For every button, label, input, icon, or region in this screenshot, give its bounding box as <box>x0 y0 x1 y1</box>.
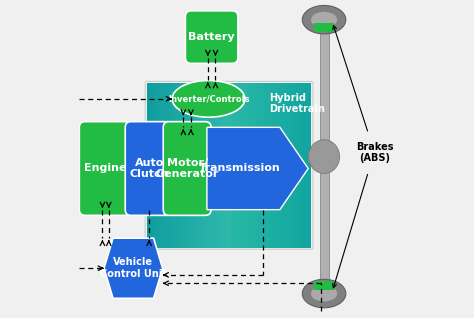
Text: Transmission: Transmission <box>199 163 281 174</box>
Bar <box>196 83 199 248</box>
Bar <box>256 83 259 248</box>
Bar <box>262 83 265 248</box>
Bar <box>259 83 262 248</box>
Bar <box>224 83 227 248</box>
Bar <box>314 23 334 32</box>
Bar <box>149 83 152 248</box>
Bar <box>237 83 240 248</box>
Bar <box>174 83 177 248</box>
Bar <box>166 83 169 248</box>
Bar <box>204 83 207 248</box>
Ellipse shape <box>302 279 346 308</box>
Bar <box>267 83 270 248</box>
Bar <box>182 83 185 248</box>
Bar <box>265 83 267 248</box>
Bar <box>273 83 276 248</box>
FancyBboxPatch shape <box>125 122 173 215</box>
Bar <box>279 83 281 248</box>
Ellipse shape <box>311 286 337 301</box>
Text: Auto
Clutch: Auto Clutch <box>129 158 169 179</box>
Bar <box>191 83 193 248</box>
Bar <box>270 83 273 248</box>
Bar <box>221 83 224 248</box>
Bar <box>240 83 243 248</box>
Bar <box>303 83 306 248</box>
Bar <box>309 83 311 248</box>
Bar <box>292 83 295 248</box>
Bar <box>319 20 328 298</box>
Bar <box>243 83 246 248</box>
Bar <box>229 83 232 248</box>
Bar <box>185 83 188 248</box>
Text: Hybrid
Drivetrain: Hybrid Drivetrain <box>269 93 325 114</box>
Bar <box>210 83 213 248</box>
Ellipse shape <box>172 80 245 117</box>
Bar <box>161 83 163 248</box>
Bar <box>172 83 174 248</box>
Bar <box>276 83 279 248</box>
Bar <box>248 83 251 248</box>
Bar <box>227 83 229 248</box>
Bar <box>155 83 158 248</box>
Bar <box>215 83 218 248</box>
Bar <box>287 83 290 248</box>
Bar <box>290 83 292 248</box>
Bar <box>232 83 235 248</box>
Ellipse shape <box>311 12 337 28</box>
Bar <box>177 83 180 248</box>
Bar <box>158 83 161 248</box>
Bar <box>306 83 309 248</box>
Bar <box>169 83 172 248</box>
Bar <box>193 83 196 248</box>
Polygon shape <box>207 127 308 210</box>
Ellipse shape <box>302 5 346 34</box>
Bar <box>301 83 303 248</box>
Text: Battery: Battery <box>188 32 235 42</box>
Text: Brakes
(ABS): Brakes (ABS) <box>356 142 393 163</box>
Bar <box>235 83 237 248</box>
Text: Motor/
Generator: Motor/ Generator <box>155 158 219 179</box>
Polygon shape <box>104 238 163 298</box>
FancyBboxPatch shape <box>79 122 132 215</box>
Bar <box>163 83 166 248</box>
Bar <box>218 83 221 248</box>
Text: Inverter/Controls: Inverter/Controls <box>168 94 249 103</box>
Bar <box>207 83 210 248</box>
Bar <box>180 83 182 248</box>
Bar <box>188 83 191 248</box>
Bar <box>199 83 201 248</box>
Bar <box>281 83 284 248</box>
Bar <box>298 83 301 248</box>
Bar <box>254 83 256 248</box>
Ellipse shape <box>309 140 339 174</box>
Bar <box>314 281 334 290</box>
Bar <box>308 151 319 162</box>
Bar <box>152 83 155 248</box>
Bar <box>284 83 287 248</box>
Bar <box>251 83 254 248</box>
Text: Vehicle
Control Unit: Vehicle Control Unit <box>100 258 167 279</box>
Bar <box>147 83 149 248</box>
Bar <box>201 83 204 248</box>
Bar <box>295 83 298 248</box>
Bar <box>246 83 248 248</box>
FancyBboxPatch shape <box>185 11 238 63</box>
FancyBboxPatch shape <box>163 122 211 215</box>
Text: Engine: Engine <box>84 163 127 174</box>
Bar <box>213 83 215 248</box>
